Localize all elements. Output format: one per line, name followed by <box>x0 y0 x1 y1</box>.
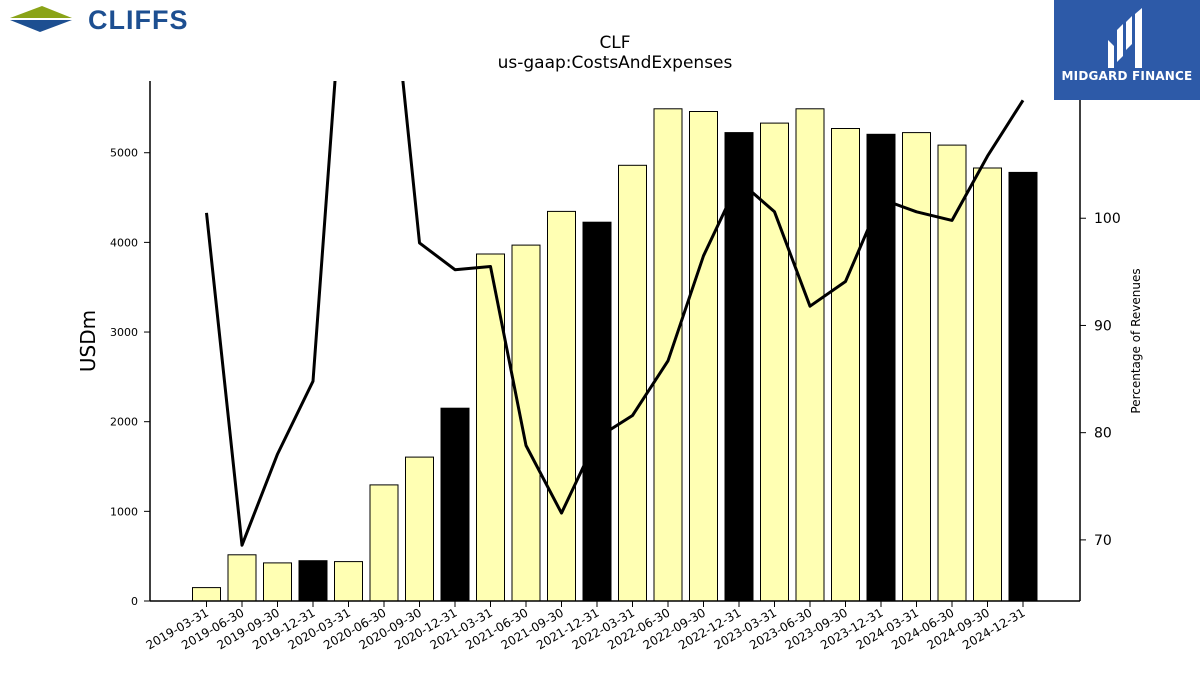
y-tick-label-1000: 1000 <box>110 505 138 518</box>
y-tick-label-5000: 5000 <box>110 147 138 160</box>
percentage-line <box>205 81 1025 547</box>
bar-2022-12-31 <box>724 132 754 602</box>
chart-title: CLF <box>599 33 630 53</box>
bar-2020-06-30 <box>369 484 399 602</box>
y2-axis-label: Percentage of Revenues <box>1129 268 1143 413</box>
y-tick-label-4000: 4000 <box>110 236 138 249</box>
y2-tick-label-70: 70 <box>1094 533 1112 549</box>
bar-2023-06-30 <box>795 108 825 602</box>
midgard-finance-logo: MIDGARD FINANCE <box>1054 0 1200 100</box>
chart-subtitle: us-gaap:CostsAndExpenses <box>498 53 733 73</box>
y2-tick-label-90: 90 <box>1094 318 1112 334</box>
bar-2022-06-30 <box>653 108 683 602</box>
y-tick-label-0: 0 <box>131 595 138 608</box>
bar-2021-03-31 <box>476 253 505 602</box>
bar-2024-12-31 <box>1008 171 1038 602</box>
cliffs-logo: CLIFFS <box>6 2 246 38</box>
bar-2024-03-31 <box>902 132 931 602</box>
cliffs-logo-mark: CLIFFS <box>10 5 189 35</box>
y-tick-label-2000: 2000 <box>110 416 138 429</box>
bar-2019-12-31 <box>298 560 328 602</box>
bar-2020-12-31 <box>440 407 470 602</box>
bar-2024-06-30 <box>937 144 967 602</box>
y2-tick-label-80: 80 <box>1094 426 1112 442</box>
bar-2023-12-31 <box>866 133 896 602</box>
bar-2023-03-31 <box>760 122 789 602</box>
cliffs-logo-text: CLIFFS <box>88 5 189 35</box>
y2-tick-label-100: 100 <box>1094 211 1121 227</box>
midgard-logo-text: MIDGARD FINANCE <box>1061 69 1193 83</box>
bar-2023-09-30 <box>831 128 860 602</box>
bar-2024-09-30 <box>973 167 1002 602</box>
bar-2021-06-30 <box>511 244 541 602</box>
bar-2019-03-31 <box>192 587 221 602</box>
bar-2021-12-31 <box>582 221 612 602</box>
bar-2020-03-31 <box>334 561 363 602</box>
y-tick-label-3000: 3000 <box>110 326 138 339</box>
bar-2020-09-30 <box>405 456 434 602</box>
bar-2019-06-30 <box>227 554 257 602</box>
bar-2019-09-30 <box>263 562 292 602</box>
bar-2021-09-30 <box>547 210 576 602</box>
bars <box>192 108 1038 602</box>
midgard-logo-mark <box>1108 8 1142 68</box>
y-axis-label: USDm <box>76 310 100 372</box>
bar-2022-09-30 <box>689 111 718 602</box>
bar-2022-03-31 <box>618 164 647 602</box>
